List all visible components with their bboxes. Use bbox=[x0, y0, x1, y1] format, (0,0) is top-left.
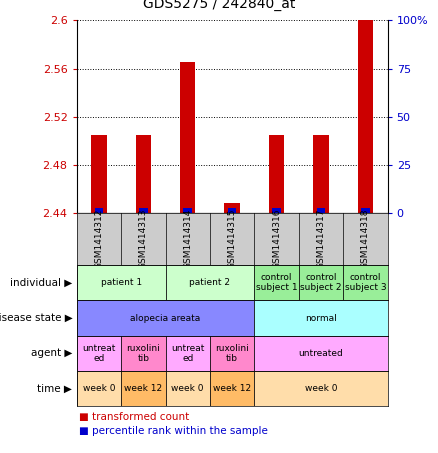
Bar bbox=[361, 208, 370, 213]
Text: disease state ▶: disease state ▶ bbox=[0, 313, 72, 323]
Bar bbox=[77, 336, 121, 371]
Bar bbox=[299, 265, 343, 300]
Text: GSM1414318: GSM1414318 bbox=[361, 209, 370, 269]
Text: ruxolini
tib: ruxolini tib bbox=[127, 344, 160, 363]
Text: ■ transformed count: ■ transformed count bbox=[79, 412, 189, 422]
Text: normal: normal bbox=[305, 313, 337, 323]
Bar bbox=[254, 371, 388, 406]
Text: untreat
ed: untreat ed bbox=[171, 344, 205, 363]
Bar bbox=[77, 300, 254, 336]
Bar bbox=[166, 336, 210, 371]
Text: GDS5275 / 242840_at: GDS5275 / 242840_at bbox=[143, 0, 295, 11]
Text: ■ percentile rank within the sample: ■ percentile rank within the sample bbox=[79, 426, 268, 436]
Bar bbox=[358, 20, 373, 213]
Bar bbox=[135, 135, 151, 213]
Text: week 0: week 0 bbox=[83, 384, 115, 393]
Bar bbox=[224, 203, 240, 213]
Bar bbox=[254, 336, 388, 371]
Bar bbox=[343, 265, 388, 300]
Bar bbox=[210, 336, 254, 371]
Text: week 0: week 0 bbox=[305, 384, 337, 393]
Text: untreated: untreated bbox=[299, 349, 343, 358]
Text: patient 1: patient 1 bbox=[100, 278, 141, 287]
Bar bbox=[228, 208, 237, 213]
Bar bbox=[139, 208, 148, 213]
Text: control
subject 1: control subject 1 bbox=[256, 273, 297, 292]
Bar bbox=[166, 265, 254, 300]
Bar bbox=[166, 371, 210, 406]
Text: week 0: week 0 bbox=[171, 384, 204, 393]
Text: GSM1414314: GSM1414314 bbox=[183, 209, 192, 269]
Text: week 12: week 12 bbox=[213, 384, 251, 393]
Text: GSM1414317: GSM1414317 bbox=[317, 209, 325, 269]
Text: individual ▶: individual ▶ bbox=[10, 278, 72, 288]
Bar bbox=[184, 208, 192, 213]
Bar bbox=[317, 208, 325, 213]
Bar bbox=[254, 300, 388, 336]
Bar bbox=[91, 135, 106, 213]
Text: control
subject 2: control subject 2 bbox=[300, 273, 342, 292]
Text: control
subject 3: control subject 3 bbox=[345, 273, 386, 292]
Text: GSM1414312: GSM1414312 bbox=[94, 209, 103, 269]
Bar bbox=[210, 371, 254, 406]
Bar bbox=[269, 135, 284, 213]
Text: patient 2: patient 2 bbox=[189, 278, 230, 287]
Text: agent ▶: agent ▶ bbox=[31, 348, 72, 358]
Bar bbox=[121, 371, 166, 406]
Text: week 12: week 12 bbox=[124, 384, 162, 393]
Text: untreat
ed: untreat ed bbox=[82, 344, 116, 363]
Text: time ▶: time ▶ bbox=[37, 384, 72, 394]
Bar bbox=[180, 63, 195, 213]
Text: ruxolini
tib: ruxolini tib bbox=[215, 344, 249, 363]
Text: GSM1414315: GSM1414315 bbox=[228, 209, 237, 269]
Bar bbox=[272, 208, 281, 213]
Bar bbox=[77, 371, 121, 406]
Bar bbox=[95, 208, 103, 213]
Text: GSM1414316: GSM1414316 bbox=[272, 209, 281, 269]
Bar bbox=[121, 336, 166, 371]
Text: GSM1414313: GSM1414313 bbox=[139, 209, 148, 269]
Text: alopecia areata: alopecia areata bbox=[131, 313, 201, 323]
Bar bbox=[77, 265, 166, 300]
Bar bbox=[313, 135, 329, 213]
Bar bbox=[254, 265, 299, 300]
